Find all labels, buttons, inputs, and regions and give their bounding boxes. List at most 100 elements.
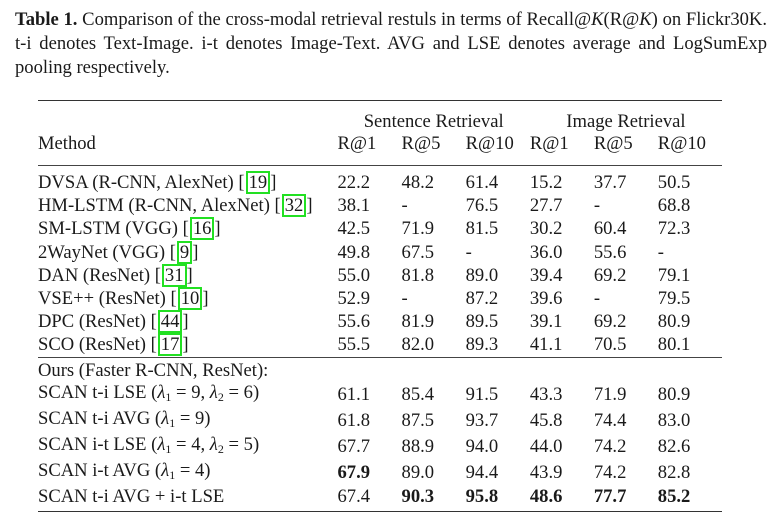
value-cell: 94.4 [465,462,499,484]
bracket: ] [186,264,193,286]
table-row: DPC (ResNet) [44] 55.6 81.9 89.5 39.1 69.2 80.… [38,310,722,334]
table-row: SCAN t-i AVG + i-t LSE 67.4 90.3 95.8 48.6 77… [38,486,722,511]
bracket: ] [192,241,199,263]
value-cell: 61.1 [337,384,371,406]
bracket: ] [202,288,209,310]
value-cell: 74.4 [593,410,627,432]
table-row: SCAN i-t AVG (λ1 = 4) 67.9 89.0 94.4 43.9 74.… [38,460,722,486]
bracket: ] [182,311,189,333]
value-cell: 72.3 [657,218,691,240]
best-value-cell: 95.8 [465,486,499,508]
value-cell: - [401,288,408,310]
column-header-row: Method R@1 R@5 R@10 R@1 R@5 R@10 [38,133,722,166]
value-cell: 80.1 [657,334,691,356]
value-cell: 87.2 [465,288,499,310]
value-cell: 52.9 [337,288,371,310]
value-cell: 79.5 [657,288,691,310]
value-cell: 55.6 [593,241,627,263]
lambda-params: λ1 = 9, λ2 = 6 [157,382,253,405]
method-suffix: ) [204,460,211,482]
value-cell: 93.7 [465,410,499,432]
method-cell: SCAN i-t AVG (λ1 = 4) [38,460,337,486]
caption-math-k: K [639,9,652,30]
col-header: R@10 [657,133,706,154]
value-cell: 67.7 [337,436,371,458]
lambda-params: λ1 = 4, λ2 = 5 [157,434,253,457]
value-cell: 79.1 [657,264,691,286]
value-cell: 43.3 [529,384,563,406]
best-value-cell: 90.3 [401,486,435,508]
value-cell: 89.0 [465,264,499,286]
value-cell: 87.5 [401,410,435,432]
best-value-cell: 48.6 [529,486,563,508]
value-cell: - [593,195,601,217]
group-image-retrieval: Image Retrieval [566,111,686,132]
bracket: [ [154,264,161,286]
value-cell: - [657,241,664,263]
table-row: DVSA (R-CNN, AlexNet) [19] 22.2 48.2 61.4 15… [38,166,722,195]
value-cell: 91.5 [465,384,499,406]
citation-link[interactable]: 44 [157,310,183,334]
value-cell: 55.0 [337,264,371,286]
citation-link[interactable]: 19 [245,171,271,195]
table-row: SCAN i-t LSE (λ1 = 4, λ2 = 5) 67.7 88.9 94.… [38,434,722,460]
value-cell: 74.2 [593,462,627,484]
method-cell: SCAN t-i AVG (λ1 = 9) [38,408,337,434]
value-cell: 15.2 [529,172,563,194]
method-name: SCAN t-i LSE ( [38,382,158,404]
bracket: ] [306,195,313,217]
value-cell: 39.1 [529,311,563,333]
citation-link[interactable]: 17 [157,333,183,357]
value-cell: 44.0 [529,436,563,458]
caption-text: ) on Flickr30K. t-i denotes Text-Image. … [15,9,767,78]
ours-rows: Ours (Faster R-CNN, ResNet): SCAN t-i LSE… [38,357,722,512]
value-cell: 22.2 [337,172,371,194]
ours-header: Ours (Faster R-CNN, ResNet): [38,359,269,381]
caption-math-k: K [591,9,604,30]
bracket: ] [214,218,221,240]
value-cell: 89.0 [401,462,435,484]
method-cell: SM-LSTM (VGG) [16] [38,217,337,241]
citation-link[interactable]: 32 [281,194,307,218]
method-cell: DPC (ResNet) [44] [38,310,337,334]
method-cell: SCO (ResNet) [17] [38,333,337,357]
value-cell: - [465,241,472,263]
col-header: R@5 [401,133,441,154]
method-cell: VSE++ (ResNet) [10] [38,287,337,311]
bracket: [ [169,241,176,263]
group-header-row: Sentence Retrieval Image Retrieval [38,100,722,134]
citation-link[interactable]: 16 [189,217,215,241]
method-suffix: ) [252,382,260,404]
value-cell: 69.2 [593,311,627,333]
value-cell: 81.8 [401,264,435,286]
group-sentence-retrieval: Sentence Retrieval [363,111,504,132]
value-cell: 67.4 [337,486,371,508]
value-cell: - [401,195,408,217]
caption-text: Comparison of the cross-modal retrieval … [77,9,592,30]
value-cell: 45.8 [529,410,563,432]
lambda-params: λ1 = 9 [161,408,205,431]
value-cell: 85.4 [401,384,435,406]
value-cell: 89.5 [465,311,499,333]
value-cell: 74.2 [593,436,627,458]
table-row: HM-LSTM (R-CNN, AlexNet) [32] 38.1-76.5 27… [38,194,722,218]
method-cell: SCAN t-i AVG + i-t LSE [38,486,337,511]
value-cell: 49.8 [337,241,371,263]
citation-link[interactable]: 31 [161,263,187,287]
citation-link[interactable]: 10 [177,287,203,311]
bracket: [ [150,311,157,333]
value-cell: 61.8 [337,410,371,432]
method-name: SCAN t-i AVG + i-t LSE [38,486,225,508]
best-value-cell: 85.2 [657,486,691,508]
citation-link[interactable]: 9 [176,240,193,264]
baseline-rows: DVSA (R-CNN, AlexNet) [19] 22.2 48.2 61.4 15… [38,165,722,358]
value-cell: - [593,288,601,310]
value-cell: 41.1 [529,334,563,356]
value-cell: 55.6 [337,311,371,333]
value-cell: 36.0 [529,241,563,263]
bracket: [ [182,218,189,240]
value-cell: 81.5 [465,218,499,240]
method-cell: HM-LSTM (R-CNN, AlexNet) [32] [38,194,337,218]
method-cell: SCAN t-i LSE (λ1 = 9, λ2 = 6) [38,382,337,408]
col-header: R@1 [529,133,569,154]
